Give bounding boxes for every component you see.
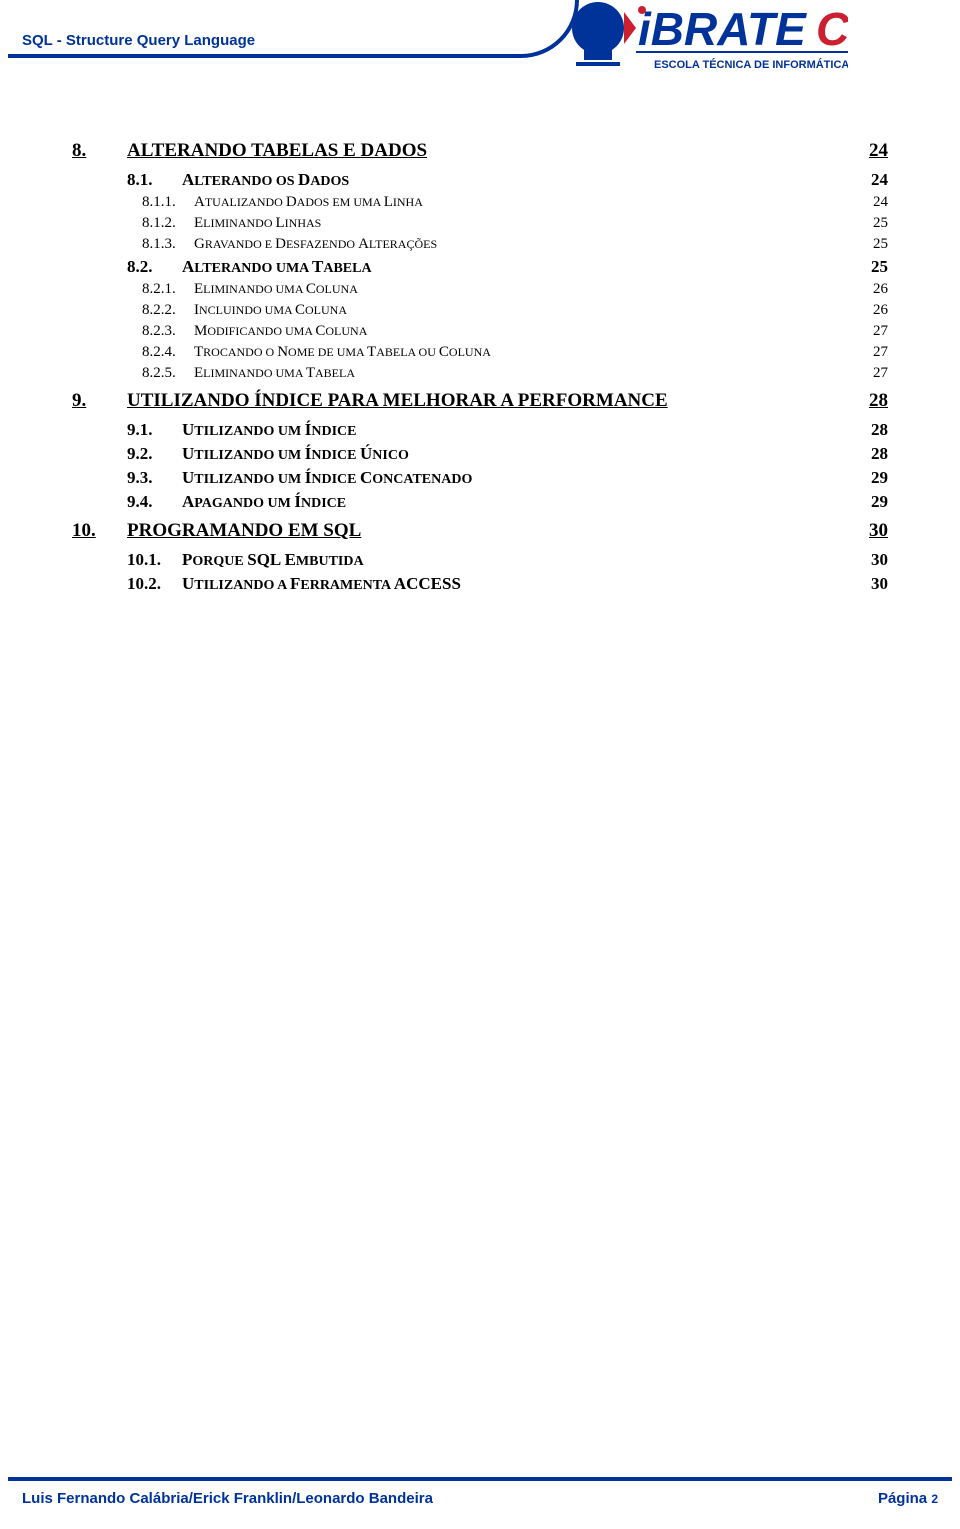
toc-page: 25	[848, 257, 888, 277]
footer-page-label: Página	[878, 1490, 931, 1507]
brand-logo: iBRATE C ESCOLA TÉCNICA DE INFORMÁTICA	[558, 0, 848, 82]
header-title: SQL - Structure Query Language	[22, 32, 255, 49]
toc-title: MODIFICANDO UMA COLUNA	[194, 323, 367, 340]
svg-text:C: C	[816, 3, 848, 55]
brand-tagline: ESCOLA TÉCNICA DE INFORMÁTICA	[654, 58, 848, 71]
toc-num: 8.2.3.	[127, 323, 194, 340]
toc-title: ALTERANDO TABELAS E DADOS	[127, 140, 427, 162]
toc-subblock: 10.1.PORQUE SQL EMBUTIDA3010.2.UTILIZAND…	[72, 550, 888, 594]
footer-page: Página 2	[878, 1490, 938, 1507]
toc-page: 30	[848, 574, 888, 594]
toc-num: 8.1.	[127, 170, 182, 190]
footer-rule	[8, 1477, 952, 1481]
toc-title: ELIMINANDO LINHAS	[194, 215, 321, 232]
toc-num: 8.2.2.	[127, 302, 194, 319]
footer-page-number: 2	[931, 1492, 938, 1506]
toc-entry-level2: 10.1.PORQUE SQL EMBUTIDA 30	[127, 550, 888, 570]
toc-page: 25	[848, 236, 888, 253]
toc-title: PROGRAMANDO EM SQL	[127, 520, 361, 542]
toc-num: 9.4.	[127, 492, 182, 512]
toc-subblock: 8.1.ALTERANDO OS DADOS248.1.1.ATUALIZAND…	[72, 170, 888, 382]
toc-entry-level3: 8.1.3.GRAVANDO E DESFAZENDO ALTERAÇÕES 25	[127, 236, 888, 253]
toc-num: 10.2.	[127, 574, 182, 594]
toc-title: UTILIZANDO UM ÍNDICE ÚNICO	[182, 444, 409, 464]
toc-page: 24	[848, 140, 888, 162]
svg-text:iBRATE: iBRATE	[638, 3, 807, 55]
toc-title: ATUALIZANDO DADOS EM UMA LINHA	[194, 194, 423, 211]
toc-title: ALTERANDO OS DADOS	[182, 170, 349, 190]
toc-title: UTILIZANDO A FERRAMENTA ACCESS	[182, 574, 461, 594]
toc-page: 24	[848, 194, 888, 211]
toc-page: 24	[848, 170, 888, 190]
toc-num: 9.2.	[127, 444, 182, 464]
toc-title: ELIMINANDO UMA TABELA	[194, 365, 355, 382]
toc-entry-level1: 8.ALTERANDO TABELAS E DADOS 24	[72, 140, 888, 162]
toc-entry-level2: 8.2.ALTERANDO UMA TABELA 25	[127, 257, 888, 277]
toc-num: 8.2.	[127, 257, 182, 277]
toc-title: ALTERANDO UMA TABELA	[182, 257, 372, 277]
toc-title: ELIMINANDO UMA COLUNA	[194, 281, 358, 298]
toc-entry-level3: 8.2.2.INCLUINDO UMA COLUNA 26	[127, 302, 888, 319]
toc-num: 8.	[72, 140, 127, 162]
toc-page: 28	[848, 390, 888, 412]
toc-title: GRAVANDO E DESFAZENDO ALTERAÇÕES	[194, 236, 437, 253]
toc-num: 8.1.1.	[127, 194, 194, 211]
toc-entry-level2: 8.1.ALTERANDO OS DADOS 24	[127, 170, 888, 190]
toc-page: 25	[848, 215, 888, 232]
toc-page: 29	[848, 492, 888, 512]
toc-subblock: 9.1.UTILIZANDO UM ÍNDICE289.2.UTILIZANDO…	[72, 420, 888, 512]
toc-entry-level3: 8.1.1.ATUALIZANDO DADOS EM UMA LINHA 24	[127, 194, 888, 211]
toc-entry-level3: 8.2.1.ELIMINANDO UMA COLUNA 26	[127, 281, 888, 298]
toc-entry-level2: 9.1.UTILIZANDO UM ÍNDICE 28	[127, 420, 888, 440]
page-header: SQL - Structure Query Language iBRATE C …	[0, 0, 960, 95]
toc-entry-level3: 8.2.5.ELIMINANDO UMA TABELA 27	[127, 365, 888, 382]
toc-num: 8.1.3.	[127, 236, 194, 253]
toc-num: 8.2.5.	[127, 365, 194, 382]
toc-entry-level2: 10.2.UTILIZANDO A FERRAMENTA ACCESS 30	[127, 574, 888, 594]
toc-title: INCLUINDO UMA COLUNA	[194, 302, 347, 319]
toc-page: 30	[848, 520, 888, 542]
toc-num: 9.1.	[127, 420, 182, 440]
toc-page: 27	[848, 344, 888, 361]
toc-num: 10.	[72, 520, 127, 542]
toc-entry-level2: 9.3.UTILIZANDO UM ÍNDICE CONCATENADO 29	[127, 468, 888, 488]
toc-num: 9.3.	[127, 468, 182, 488]
toc-num: 10.1.	[127, 550, 182, 570]
toc-title: UTILIZANDO UM ÍNDICE	[182, 420, 357, 440]
toc-title: UTILIZANDO UM ÍNDICE CONCATENADO	[182, 468, 472, 488]
toc-entry-level3: 8.2.4.TROCANDO O NOME DE UMA TABELA OU C…	[127, 344, 888, 361]
toc-entry-level1: 10.PROGRAMANDO EM SQL 30	[72, 520, 888, 542]
toc-title: UTILIZANDO ÍNDICE PARA MELHORAR A PERFOR…	[127, 390, 668, 412]
toc-page: 30	[848, 550, 888, 570]
toc-page: 28	[848, 444, 888, 464]
toc-page: 29	[848, 468, 888, 488]
toc-num: 8.2.4.	[127, 344, 194, 361]
toc-num: 8.2.1.	[127, 281, 194, 298]
toc-entry-level2: 9.2.UTILIZANDO UM ÍNDICE ÚNICO 28	[127, 444, 888, 464]
table-of-contents: 8.ALTERANDO TABELAS E DADOS248.1.ALTERAN…	[72, 132, 888, 598]
toc-title: APAGANDO UM ÍNDICE	[182, 492, 346, 512]
toc-entry-level2: 9.4.APAGANDO UM ÍNDICE 29	[127, 492, 888, 512]
toc-page: 27	[848, 365, 888, 382]
toc-entry-level1: 9.UTILIZANDO ÍNDICE PARA MELHORAR A PERF…	[72, 390, 888, 412]
header-rule	[8, 54, 516, 58]
toc-entry-level3: 8.2.3.MODIFICANDO UMA COLUNA 27	[127, 323, 888, 340]
toc-num: 8.1.2.	[127, 215, 194, 232]
toc-page: 28	[848, 420, 888, 440]
toc-entry-level3: 8.1.2.ELIMINANDO LINHAS 25	[127, 215, 888, 232]
toc-num: 9.	[72, 390, 127, 412]
toc-page: 26	[848, 302, 888, 319]
toc-page: 26	[848, 281, 888, 298]
toc-title: TROCANDO O NOME DE UMA TABELA OU COLUNA	[194, 344, 491, 361]
toc-title: PORQUE SQL EMBUTIDA	[182, 550, 364, 570]
footer-authors: Luis Fernando Calábria/Erick Franklin/Le…	[22, 1490, 433, 1507]
toc-page: 27	[848, 323, 888, 340]
